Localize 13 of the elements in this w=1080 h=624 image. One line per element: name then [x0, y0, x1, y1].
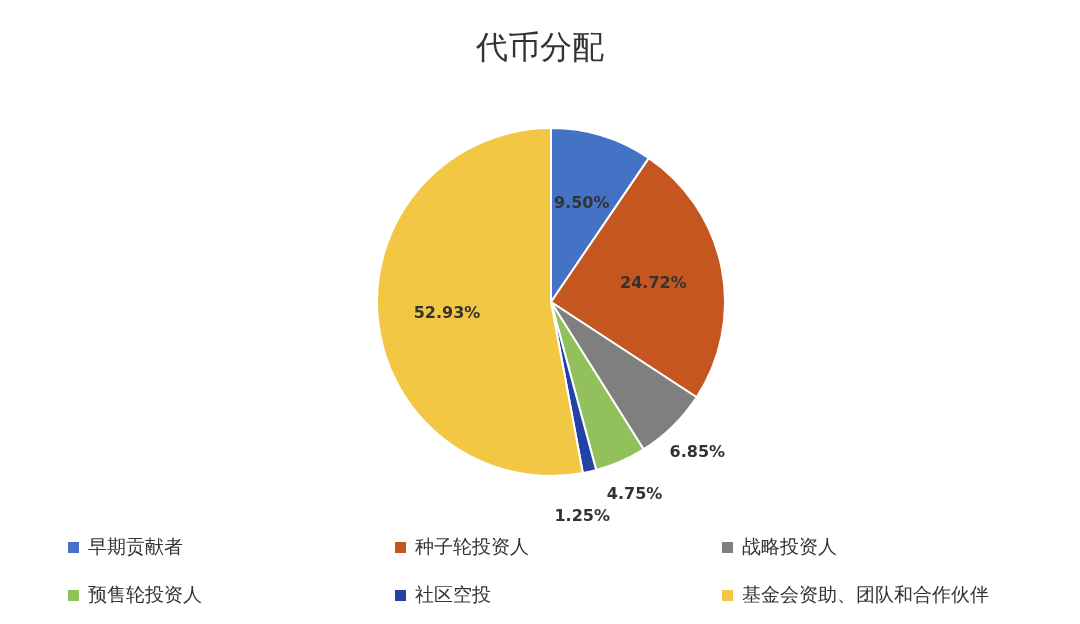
legend-label: 预售轮投资人 [88, 583, 202, 605]
data-label: 9.50% [553, 193, 610, 213]
data-label: 52.93% [413, 302, 481, 322]
data-label: 1.25% [554, 506, 611, 526]
legend-label: 社区空投 [415, 583, 491, 605]
legend-label: 早期贡献者 [88, 535, 183, 557]
legend-label: 战略投资人 [742, 535, 837, 557]
chart-title: 代币分配 [475, 28, 604, 66]
data-label: 6.85% [669, 441, 726, 461]
data-label: 24.72% [620, 272, 687, 292]
data-label: 4.75% [606, 484, 663, 504]
legend-label: 基金会资助、团队和合作伙伴 [742, 583, 989, 605]
legend-label: 种子轮投资人 [415, 535, 529, 557]
